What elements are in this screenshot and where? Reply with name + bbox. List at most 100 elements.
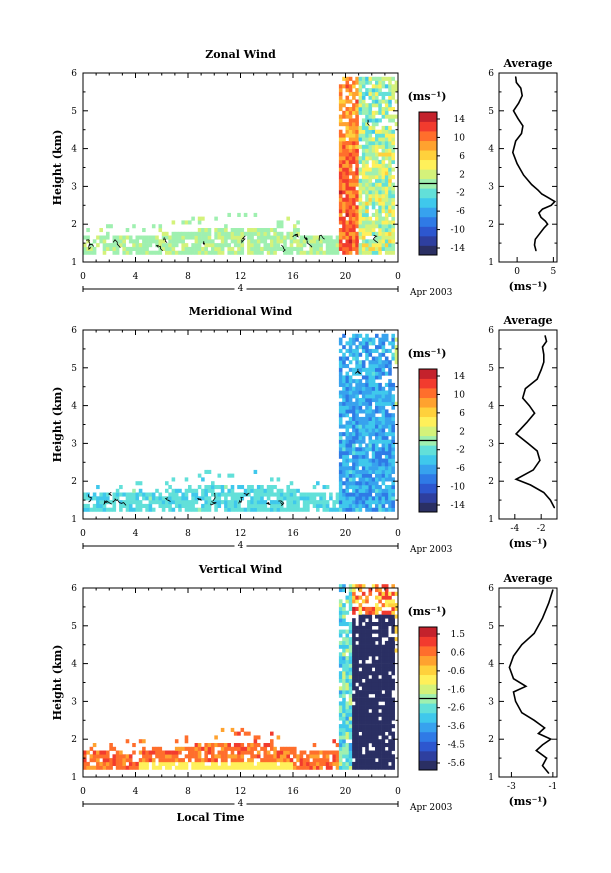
heatmap-cell bbox=[358, 405, 363, 410]
heatmap-cell bbox=[361, 148, 366, 153]
heatmap-cell bbox=[352, 686, 356, 691]
heatmap-cell bbox=[371, 731, 376, 736]
heatmap-cell bbox=[109, 758, 113, 763]
heatmap-cell bbox=[293, 496, 297, 501]
heatmap-cell bbox=[119, 503, 123, 508]
heatmap-cell bbox=[352, 595, 356, 600]
heatmap-cell bbox=[355, 235, 359, 240]
heatmap-cell bbox=[371, 454, 376, 459]
contour-line bbox=[367, 119, 370, 126]
heatmap-cell bbox=[171, 235, 176, 240]
heatmap-cell bbox=[299, 761, 304, 766]
heatmap-cell bbox=[194, 754, 199, 759]
heatmap-cell bbox=[276, 477, 281, 482]
heatmap-cell bbox=[348, 186, 353, 191]
heatmap-cell bbox=[174, 239, 179, 244]
heatmap-cell bbox=[352, 216, 356, 221]
heatmap-cell bbox=[355, 159, 359, 164]
heatmap-cell bbox=[371, 220, 376, 225]
heatmap-cell bbox=[381, 205, 386, 210]
heatmap-cell bbox=[338, 469, 343, 474]
heatmap-cell bbox=[276, 246, 281, 251]
heatmap-cell bbox=[345, 125, 350, 130]
heatmap-cell bbox=[368, 178, 373, 183]
heatmap-cell bbox=[227, 503, 231, 508]
heatmap-cell bbox=[211, 250, 215, 255]
heatmap-cell bbox=[358, 693, 363, 698]
heatmap-cell bbox=[211, 488, 215, 493]
heatmap-cell bbox=[299, 239, 304, 244]
heatmap-cell bbox=[391, 175, 395, 180]
heatmap-cell bbox=[358, 333, 363, 338]
heatmap-cell bbox=[378, 618, 382, 623]
heatmap-cell bbox=[375, 420, 379, 425]
heatmap-cell bbox=[296, 243, 300, 248]
heatmap-cell bbox=[273, 746, 277, 751]
heatmap-cell bbox=[352, 659, 356, 664]
heatmap-cell bbox=[342, 447, 346, 452]
heatmap-cell bbox=[260, 746, 264, 751]
heatmap-cell bbox=[345, 622, 350, 627]
heatmap-cell bbox=[365, 739, 369, 744]
heatmap-cell bbox=[375, 367, 379, 372]
heatmap-cell bbox=[306, 496, 310, 501]
heatmap-cell bbox=[378, 644, 382, 649]
heatmap-cell bbox=[394, 99, 399, 104]
heatmap-cell bbox=[207, 488, 212, 493]
heatmap-cell bbox=[375, 133, 379, 138]
heatmap-cell bbox=[371, 99, 376, 104]
heatmap-cell bbox=[391, 451, 395, 456]
heatmap-cell bbox=[276, 220, 281, 225]
heatmap-cell bbox=[338, 674, 343, 679]
heatmap-cell bbox=[220, 235, 225, 240]
heatmap-cell bbox=[106, 507, 110, 512]
heatmap-cell bbox=[368, 629, 373, 634]
heatmap-cell bbox=[381, 190, 386, 195]
heatmap-cell bbox=[381, 731, 386, 736]
colorbar-tick-label: 6 bbox=[459, 152, 465, 162]
heatmap-cell bbox=[384, 194, 389, 199]
heatmap-cell bbox=[358, 345, 363, 350]
heatmap-cell bbox=[394, 114, 399, 119]
heatmap-cell bbox=[391, 220, 395, 225]
heatmap-cell bbox=[371, 720, 376, 725]
profile-point bbox=[536, 450, 538, 452]
heatmap-cell bbox=[345, 496, 350, 501]
heatmap-cell bbox=[358, 712, 363, 717]
heatmap-cell bbox=[296, 228, 300, 233]
heatmap-cell bbox=[92, 743, 97, 748]
heatmap-cell bbox=[83, 758, 87, 763]
heatmap-cell bbox=[352, 133, 356, 138]
heatmap-cell bbox=[361, 633, 366, 638]
heatmap-cell bbox=[361, 727, 366, 732]
heatmap-cell bbox=[99, 496, 103, 501]
heatmap-cell bbox=[211, 754, 215, 759]
heatmap-cell bbox=[375, 243, 379, 248]
heatmap-cell bbox=[338, 405, 343, 410]
contour-line bbox=[278, 500, 285, 506]
heatmap-cell bbox=[391, 246, 395, 251]
heatmap-cell bbox=[302, 503, 307, 508]
heatmap-cell bbox=[352, 697, 356, 702]
heatmap-cell bbox=[230, 500, 235, 505]
heatmap-cell bbox=[338, 614, 343, 619]
heatmap-cell bbox=[197, 485, 202, 490]
heatmap-cell bbox=[391, 333, 395, 338]
heatmap-cell bbox=[365, 212, 369, 217]
heatmap-cell bbox=[345, 451, 350, 456]
heatmap-cell bbox=[348, 481, 353, 486]
heatmap-cell bbox=[260, 765, 264, 770]
heatmap-cell bbox=[365, 228, 369, 233]
heatmap-cell bbox=[329, 243, 333, 248]
profile-point bbox=[515, 81, 518, 84]
profile-point bbox=[537, 189, 539, 191]
heatmap-cell bbox=[384, 152, 389, 157]
heatmap-cell bbox=[358, 724, 363, 729]
heatmap-cell bbox=[388, 401, 392, 406]
heatmap-cell bbox=[132, 750, 136, 755]
heatmap-cell bbox=[384, 492, 389, 497]
heatmap-cell bbox=[345, 674, 350, 679]
heatmap-cell bbox=[158, 503, 163, 508]
heatmap-cell bbox=[358, 235, 363, 240]
